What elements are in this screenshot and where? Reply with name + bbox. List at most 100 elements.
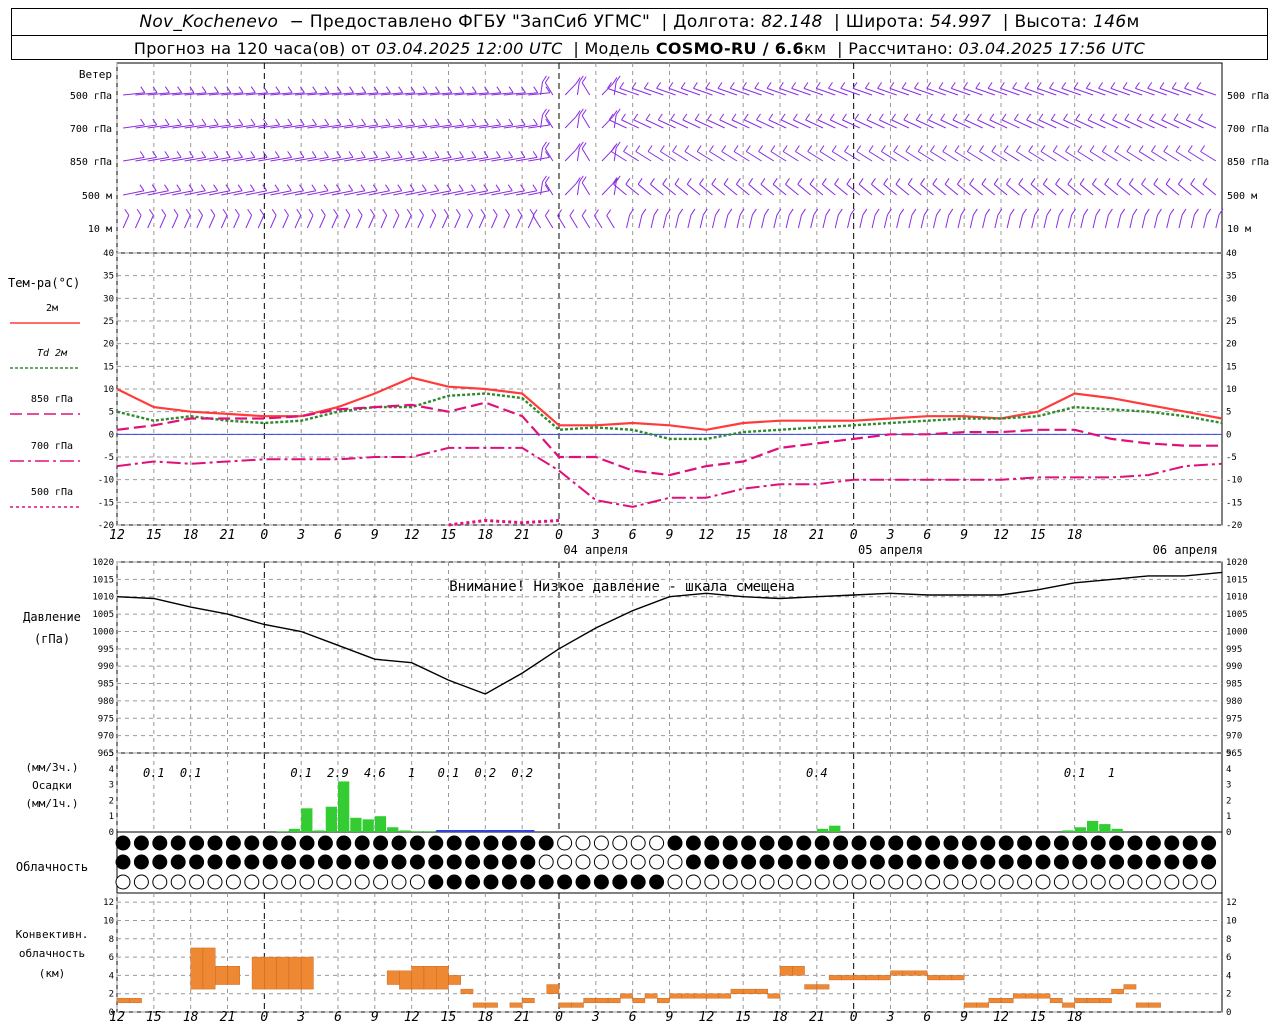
wind-barb-feather xyxy=(151,184,157,191)
wind-barb-feather xyxy=(899,208,905,216)
time-tick-bottom: 3 xyxy=(591,1010,600,1024)
cloud-symbol xyxy=(612,854,628,870)
wind-barb-feather xyxy=(637,178,643,185)
cloud-symbol xyxy=(869,835,885,851)
wind-barb xyxy=(515,156,538,162)
pressure-ytick-right: 1000 xyxy=(1226,627,1248,637)
wind-barb xyxy=(928,119,946,129)
wind-barb-feather xyxy=(693,82,698,89)
wind-barb xyxy=(466,156,489,162)
wind-barb xyxy=(852,87,873,96)
wind-barb-feather xyxy=(880,145,886,152)
pressure-ytick-left: 965 xyxy=(98,749,114,759)
wind-barb-feather xyxy=(385,184,390,191)
cloudiness-panel xyxy=(115,835,1217,890)
wind-barb xyxy=(1116,183,1131,196)
wind-barb xyxy=(442,92,465,96)
temp-legend-label: Td 2м xyxy=(37,348,68,359)
grid-layer xyxy=(116,62,1223,1013)
wind-barb xyxy=(748,214,753,229)
wind-barb xyxy=(1026,119,1045,129)
wind-barb xyxy=(147,92,170,96)
wind-barb-feather xyxy=(680,82,686,89)
conv-bar xyxy=(988,998,1002,1004)
conv-bar xyxy=(914,970,928,976)
wind-barb xyxy=(1030,183,1045,196)
wind-barb-feather xyxy=(1061,82,1067,89)
wind-barb xyxy=(368,190,390,196)
wind-barb xyxy=(319,156,341,162)
wind-barb-feather xyxy=(993,178,999,185)
wind-barb xyxy=(564,116,577,129)
cloud-symbol xyxy=(391,874,407,890)
wind-barb xyxy=(147,156,169,162)
wind-barb-feather xyxy=(694,113,700,121)
wind-barb xyxy=(466,215,474,229)
wind-barb-feather xyxy=(578,75,584,83)
wind-barb xyxy=(564,83,577,96)
wind-barb-feather xyxy=(496,86,502,93)
wind-barb-feather xyxy=(856,145,862,152)
wind-barb-feather xyxy=(615,175,621,183)
wind-barb xyxy=(172,124,194,129)
time-tick-bottom: 21 xyxy=(514,1010,530,1024)
wind-barb-feather xyxy=(797,178,803,185)
wind-barb xyxy=(1186,119,1204,129)
time-tick-mid: 18 xyxy=(183,528,199,543)
wind-barb xyxy=(723,183,738,196)
wind-barb xyxy=(1018,183,1033,196)
cloud-symbol xyxy=(961,854,977,870)
wind-barb-feather xyxy=(299,151,305,158)
conv-bar xyxy=(460,988,474,994)
wind-barb-feather xyxy=(834,178,840,185)
wind-barb xyxy=(515,215,523,229)
wind-barb-feather xyxy=(422,151,428,158)
conv-bar xyxy=(927,975,940,981)
wind-barb-feather xyxy=(1108,208,1113,216)
cloud-symbol xyxy=(1127,874,1143,890)
precip-bar xyxy=(1099,824,1111,832)
temp-ytick-right: 15 xyxy=(1226,362,1237,372)
wind-barb-feather xyxy=(819,145,825,152)
cloud-symbol xyxy=(428,854,444,870)
wind-barb xyxy=(742,87,762,96)
wind-barb-feather xyxy=(864,82,870,89)
cloud-symbol xyxy=(317,854,333,870)
conv-bar xyxy=(865,975,879,981)
wind-barb xyxy=(557,215,566,229)
conv-bar xyxy=(1148,1002,1161,1008)
wind-barb xyxy=(233,215,240,229)
wind-barb-feather xyxy=(987,82,993,89)
wind-barb xyxy=(356,92,379,96)
wind-barb-feather xyxy=(674,178,680,185)
time-tick-bottom: 18 xyxy=(1067,1010,1083,1024)
time-tick-bottom: 15 xyxy=(1030,1010,1046,1024)
wind-barb xyxy=(1184,87,1204,96)
lat-value: 54.997 xyxy=(930,12,992,32)
temp-ytick-right: 5 xyxy=(1226,408,1231,418)
wind-barb xyxy=(380,124,403,129)
wind-barb-feather xyxy=(336,118,342,126)
time-tick-mid: 6 xyxy=(334,528,342,543)
wind-barb xyxy=(258,92,280,96)
wind-barb-feather xyxy=(311,184,317,191)
cloud-symbol xyxy=(833,835,849,851)
wind-barb-feather xyxy=(948,208,954,216)
cloud-symbol xyxy=(685,874,701,890)
wind-barb xyxy=(331,124,354,129)
conv-ytick-left: 6 xyxy=(109,953,114,963)
wind-barb-feather xyxy=(520,184,525,191)
wind-barb-feather xyxy=(360,184,366,191)
wind-barb xyxy=(270,215,277,229)
wind-barb xyxy=(380,190,402,196)
wind-barb-feather xyxy=(201,86,207,93)
wind-barb xyxy=(478,215,486,229)
wind-barb-feather xyxy=(991,145,997,152)
conv-bar xyxy=(693,993,707,999)
wind-barb-feather xyxy=(434,184,440,191)
wind-barb xyxy=(581,115,591,129)
wind-barb-feather xyxy=(641,208,647,216)
wind-barb xyxy=(123,190,145,196)
wind-barb xyxy=(245,215,253,229)
time-tick-mid: 15 xyxy=(1030,528,1046,543)
